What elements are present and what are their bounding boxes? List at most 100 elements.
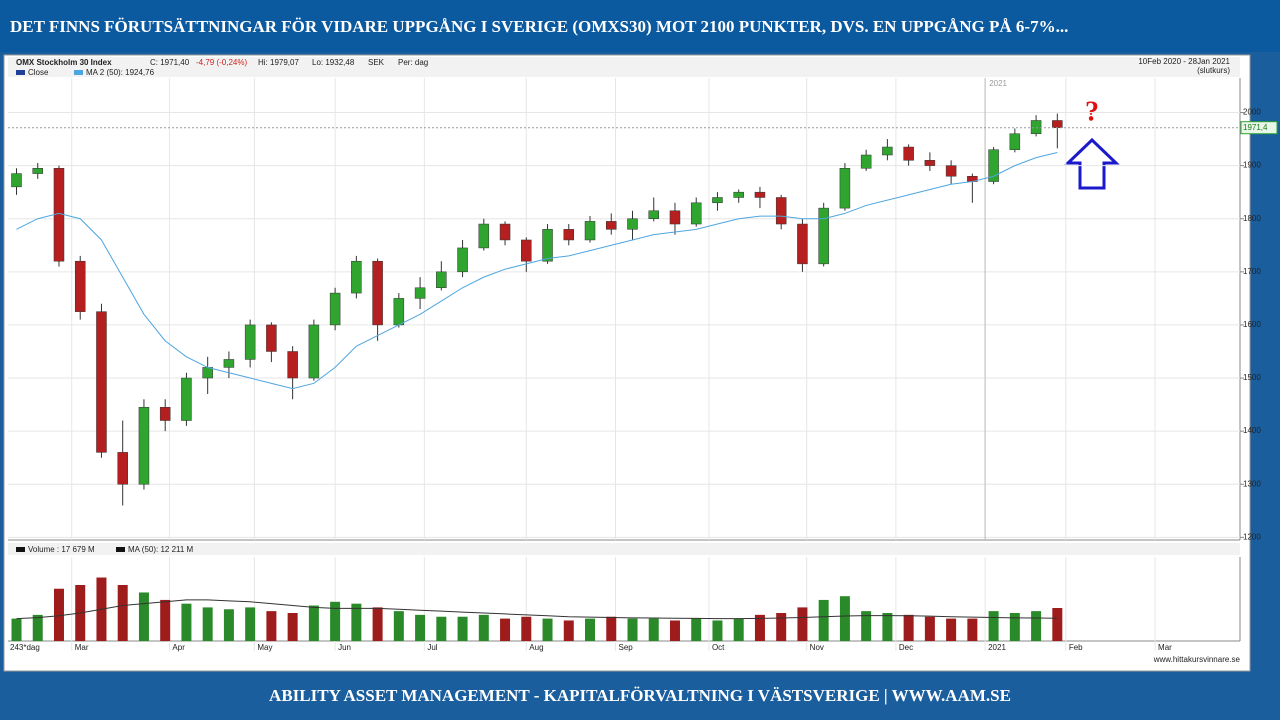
candle-body: [478, 223, 490, 249]
candle-body: [1030, 120, 1042, 135]
legend-entry: Close: [28, 68, 49, 77]
volume-bar: [457, 616, 468, 641]
volume-bar: [436, 616, 447, 641]
candle-body: [117, 452, 128, 485]
header-info: SEK: [368, 58, 385, 67]
candle-body: [669, 210, 681, 225]
x-tick-label: Dec: [899, 643, 913, 652]
candle-body: [96, 311, 107, 453]
title-banner: [0, 0, 1280, 52]
candle-body: [11, 173, 22, 188]
y-tick-label: 1300: [1243, 479, 1261, 488]
volume-bar: [648, 618, 659, 641]
volume-bar: [32, 614, 43, 641]
volume-bar: [818, 599, 829, 641]
volume-bar: [924, 616, 935, 641]
volume-bar: [478, 614, 489, 641]
days-label: 243*dag: [10, 643, 40, 652]
ma-line: [16, 151, 1058, 390]
candle-body: [372, 260, 383, 326]
candle-body: [690, 202, 702, 225]
volume-bar: [669, 620, 680, 641]
volume-bar: [181, 603, 192, 641]
y-tick-label: 1200: [1243, 532, 1261, 541]
volume-bar: [733, 618, 744, 641]
legend-swatch: [16, 547, 25, 552]
slide-footer: ABILITY ASSET MANAGEMENT - KAPITALFÖRVAL…: [269, 686, 1011, 705]
candle-body: [606, 221, 617, 230]
candle-body: [882, 146, 893, 156]
candle-body: [181, 377, 192, 421]
chart-frame: [3, 54, 1251, 672]
candle-body: [351, 260, 362, 294]
price-header: [8, 57, 1240, 77]
candle-body: [499, 223, 511, 241]
y-tick-label: 1900: [1243, 161, 1261, 170]
year-marker: 2021: [989, 79, 1007, 88]
candle-body: [584, 221, 596, 241]
slide-title: DET FINNS FÖRUTSÄTTNINGAR FÖR VIDARE UPP…: [10, 17, 1068, 36]
volume-bar: [160, 599, 171, 641]
volume-bar: [521, 616, 532, 641]
volume-bar: [988, 611, 999, 641]
candle-body: [712, 197, 723, 204]
volume-bar: [861, 611, 872, 641]
candle-body: [797, 223, 808, 265]
volume-bar: [11, 618, 22, 641]
candle-body: [308, 324, 320, 379]
volume-bar: [839, 596, 850, 641]
candle-body: [818, 207, 829, 265]
candle-body: [1009, 133, 1021, 150]
candle-body: [988, 149, 999, 182]
x-tick-label: Sep: [619, 643, 634, 652]
candle-body: [138, 406, 150, 485]
volume-bar: [627, 618, 638, 641]
x-tick-label: Mar: [75, 643, 89, 652]
volume-bar: [882, 613, 893, 641]
x-tick-label: Oct: [712, 643, 725, 652]
y-tick-label: 1700: [1243, 267, 1261, 276]
last-price-label: 1971,4: [1243, 123, 1268, 132]
volume-bar: [903, 614, 914, 641]
y-tick-label: 1600: [1243, 320, 1261, 329]
candle-body: [32, 168, 43, 174]
volume-bar: [223, 609, 234, 641]
candle-body: [521, 239, 532, 262]
legend-entry: Volume : 17 679 M: [28, 545, 95, 554]
y-tick-label: 1400: [1243, 426, 1261, 435]
candle-body: [414, 287, 426, 299]
x-tick-label: Feb: [1069, 643, 1083, 652]
y-tick-label: 1800: [1243, 214, 1261, 223]
volume-bar: [287, 613, 298, 641]
period-note: (slutkurs): [1197, 66, 1230, 75]
volume-bar: [606, 616, 617, 641]
volume-bar: [1052, 607, 1063, 641]
volume-bar: [351, 603, 362, 641]
candle-body: [648, 210, 659, 219]
volume-bar: [266, 611, 277, 641]
volume-bar: [202, 607, 213, 641]
plot: OMX Stockholm 30 Index C: 1971,40 -4,79 (-…: [8, 57, 1278, 664]
volume-bar: [712, 620, 723, 641]
last-price-box: [1240, 121, 1278, 135]
volume-bar: [53, 588, 64, 641]
header-info: Per: dag: [398, 58, 428, 67]
volume-bar: [585, 618, 596, 641]
candle-body: [563, 229, 575, 241]
volume-bar: [138, 592, 149, 641]
volume-bar: [308, 605, 319, 641]
candle-body: [903, 146, 914, 161]
candle-body: [223, 359, 235, 368]
candle-body: [244, 324, 256, 360]
volume-bar: [372, 607, 383, 641]
candle-body: [457, 247, 468, 273]
candle-body: [202, 367, 213, 379]
candle-body: [159, 406, 171, 421]
volume-bar: [117, 585, 128, 641]
candle-body: [733, 191, 744, 198]
candle-body: [542, 229, 553, 262]
candle-body: [754, 191, 766, 198]
volume-header: [8, 543, 1240, 555]
x-tick-label: Jul: [427, 643, 437, 652]
x-tick-label: May: [257, 643, 272, 652]
